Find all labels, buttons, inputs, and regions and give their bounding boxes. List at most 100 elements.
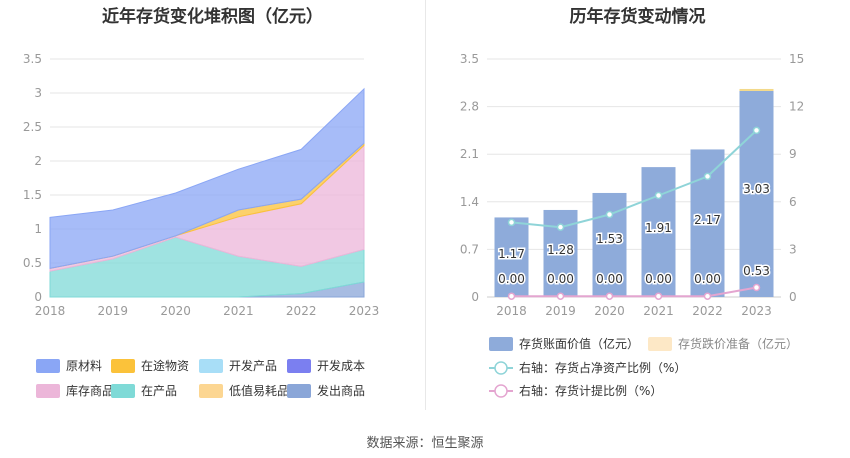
- legend-label: 存货跌价准备（亿元）: [678, 336, 798, 351]
- legend-item: 在产品: [111, 384, 177, 398]
- x-tick-label: 2019: [545, 304, 576, 318]
- line-point: [556, 223, 565, 231]
- x-tick-label: 2021: [643, 304, 674, 318]
- legend-swatch: [36, 384, 60, 398]
- x-tick-label: 2022: [286, 304, 317, 318]
- legend-label: 在途物资: [141, 358, 189, 373]
- y2-tick-label: 6: [789, 195, 797, 209]
- provision-value-label: 0.00: [645, 272, 672, 286]
- legend-item: 开发成本: [287, 358, 365, 373]
- provision-value-label: 0.00: [547, 272, 574, 286]
- line-series-s0: [511, 129, 758, 229]
- y-tick-label: 3.5: [23, 52, 42, 66]
- legend-item: 存货账面价值（亿元）: [489, 336, 639, 351]
- line-point: [752, 283, 761, 292]
- legend-item: 开发产品: [199, 358, 277, 373]
- y-tick-label: 3: [34, 86, 42, 100]
- provision-value-label: 0.00: [694, 272, 721, 286]
- legend-item: 右轴：存货计提比例（%）: [489, 383, 662, 398]
- x-tick-label: 2022: [692, 304, 723, 318]
- bar-book-value: [641, 167, 676, 297]
- line-point: [703, 292, 712, 300]
- stacked-area-chart: 0 0.5 1 1.5 2 2.5 3 3.5 2018 2019 2020 2021 2022 2023…: [23, 52, 380, 398]
- line-point: [752, 126, 761, 135]
- y-tick-label: 2: [34, 154, 42, 168]
- bar-value-label: 1.28: [547, 243, 574, 257]
- bar-value-label: 2.17: [694, 213, 721, 227]
- x-tick-label: 2018: [35, 304, 66, 318]
- legend-marker: [494, 384, 508, 398]
- legend-item: 存货跌价准备（亿元）: [648, 336, 798, 351]
- legend-swatch: [287, 384, 311, 398]
- bar-book-value: [739, 90, 774, 298]
- x-tick-label: 2021: [223, 304, 254, 318]
- x-tick-label: 2019: [98, 304, 129, 318]
- legend-label: 右轴：存货计提比例（%）: [519, 383, 662, 398]
- bar-provision-cap: [739, 88, 774, 91]
- y-tick-label: 1.5: [23, 188, 42, 202]
- x-tick-label: 2023: [349, 304, 380, 318]
- legend-swatch: [199, 384, 223, 398]
- legend-swatch: [489, 337, 513, 351]
- legend-swatch: [648, 337, 672, 351]
- x-tick-label: 2023: [741, 304, 772, 318]
- legend-label: 开发成本: [317, 358, 365, 373]
- y-tick-label: 2.8: [460, 100, 479, 114]
- line-point: [654, 292, 663, 300]
- legend-swatch: [36, 359, 60, 373]
- legend-swatch: [111, 359, 135, 373]
- provision-value-label: 0.00: [498, 272, 525, 286]
- y2-tick-label: 12: [789, 100, 804, 114]
- legend-label: 在产品: [141, 384, 177, 398]
- provision-value-label: 0.53: [743, 264, 770, 278]
- legend-item: 右轴：存货占净资产比例（%）: [489, 360, 686, 375]
- legend-label: 原材料: [66, 359, 102, 373]
- legend-item: 发出商品: [287, 383, 365, 398]
- line-point: [556, 292, 565, 300]
- line-point: [507, 218, 516, 227]
- legend-label: 低值易耗品: [229, 383, 289, 398]
- y-tick-label: 2.1: [460, 147, 479, 161]
- line-point: [703, 172, 712, 181]
- area-series-s4: [49, 87, 365, 270]
- bar-value-label: 3.03: [743, 182, 770, 196]
- right-chart-title: 历年存货变动情况: [569, 7, 706, 27]
- x-tick-label: 2020: [160, 304, 191, 318]
- legend-swatch: [199, 359, 223, 373]
- y2-tick-label: 15: [789, 52, 804, 66]
- panel-divider: [425, 0, 426, 410]
- bar-line-combo-chart: 0 0.7 1.4 2.1 2.8 3.5 0 3 6 9 12 15 2018 2019 2020 2021…: [460, 52, 804, 398]
- line-point: [654, 191, 663, 200]
- y-tick-label: 0.5: [23, 256, 42, 270]
- line-point: [605, 292, 614, 300]
- bar-value-label: 1.17: [498, 247, 525, 261]
- left-chart-title: 近年存货变化堆积图（亿元）: [102, 7, 323, 27]
- provision-value-label: 0.00: [596, 272, 623, 286]
- legend-label: 库存商品: [66, 383, 114, 398]
- y2-tick-label: 9: [789, 147, 797, 161]
- y-tick-label: 2.5: [23, 120, 42, 134]
- legend-marker: [494, 361, 508, 375]
- y-tick-label: 3.5: [460, 52, 479, 66]
- line-point: [605, 210, 614, 219]
- legend-item: 原材料: [36, 359, 102, 373]
- y2-tick-label: 3: [789, 242, 797, 256]
- x-tick-label: 2018: [496, 304, 527, 318]
- legend-label: 发出商品: [317, 383, 365, 398]
- legend-label: 右轴：存货占净资产比例（%）: [519, 360, 686, 375]
- y-tick-label: 1: [34, 222, 42, 236]
- legend-swatch: [111, 384, 135, 398]
- bar-book-value: [494, 217, 529, 297]
- data-source-label: 数据来源：恒生聚源: [366, 436, 484, 451]
- line-point: [507, 292, 516, 300]
- legend-item: 低值易耗品: [199, 383, 289, 398]
- legend-label: 开发产品: [229, 358, 277, 373]
- legend-label: 存货账面价值（亿元）: [519, 336, 639, 351]
- bar-value-label: 1.91: [645, 221, 672, 235]
- x-tick-label: 2020: [594, 304, 625, 318]
- y-tick-label: 0.7: [460, 242, 479, 256]
- bar-value-label: 1.53: [596, 232, 623, 246]
- y-tick-label: 1.4: [460, 195, 479, 209]
- line-series-s1: [511, 286, 757, 298]
- y-tick-label: 0: [34, 290, 42, 304]
